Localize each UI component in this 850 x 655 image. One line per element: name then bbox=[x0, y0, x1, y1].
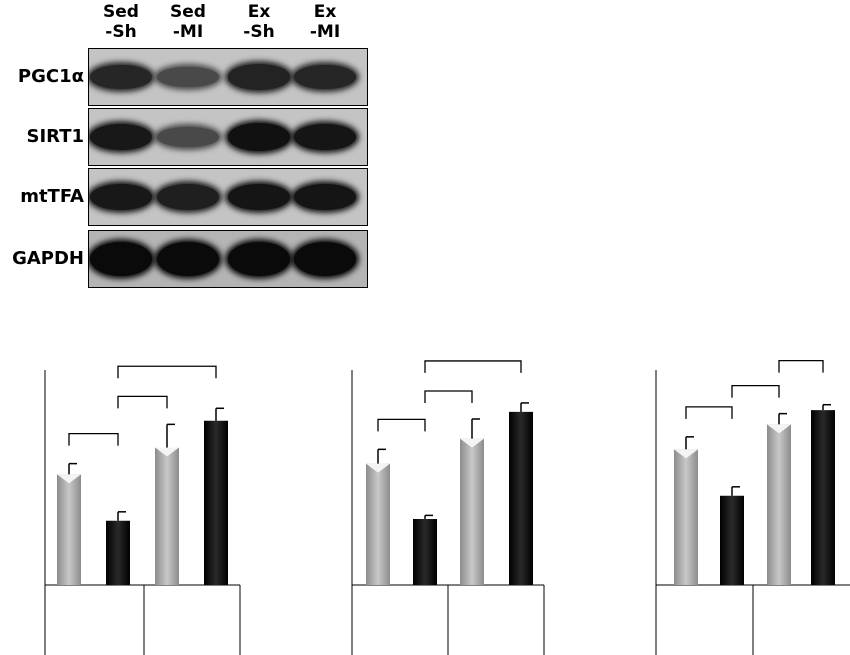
lane-label-line1: Ex bbox=[247, 2, 271, 22]
blot-panel bbox=[88, 168, 368, 226]
lane-label-line2: -Sh bbox=[243, 22, 275, 42]
significance-bracket bbox=[68, 432, 119, 446]
bar-bevel bbox=[57, 474, 81, 484]
bar bbox=[720, 495, 744, 585]
blot-band bbox=[90, 64, 152, 90]
blot-band bbox=[294, 64, 356, 90]
bar-bevel bbox=[674, 449, 698, 459]
lane-label: Ex -Sh bbox=[229, 2, 289, 42]
lane-label-line1: Ex bbox=[313, 2, 337, 22]
blot-row-label: GAPDH bbox=[12, 248, 84, 269]
blot-band bbox=[294, 183, 356, 211]
blot-band bbox=[157, 66, 219, 88]
bar bbox=[57, 474, 81, 585]
significance-bracket bbox=[117, 395, 168, 409]
significance-bracket bbox=[377, 418, 426, 432]
lane-label-line2: -MI bbox=[309, 22, 341, 42]
blot-band bbox=[90, 183, 152, 211]
significance-bracket bbox=[685, 406, 733, 419]
blot-band bbox=[228, 183, 290, 211]
bar-bevel bbox=[155, 447, 179, 457]
western-blot: Sed -Sh Sed -MI Ex -Sh Ex -MI PGC1α SIRT1 mtTFA GAP… bbox=[0, 0, 380, 300]
bar-bevel bbox=[460, 438, 484, 448]
blot-band bbox=[157, 242, 219, 276]
blot-band bbox=[90, 123, 152, 151]
bar bbox=[674, 449, 698, 585]
blot-band bbox=[157, 126, 219, 148]
blot-panel bbox=[88, 48, 368, 106]
significance-bracket bbox=[778, 359, 824, 373]
bar bbox=[811, 410, 835, 585]
bar bbox=[155, 447, 179, 585]
blot-row-label: PGC1α bbox=[17, 66, 84, 87]
blot-band bbox=[294, 123, 356, 151]
bar bbox=[106, 520, 130, 585]
blot-band bbox=[157, 184, 219, 210]
lane-label: Ex -MI bbox=[295, 2, 355, 42]
blot-band bbox=[228, 242, 290, 276]
bar bbox=[366, 463, 390, 585]
lane-label-line2: -MI bbox=[172, 22, 204, 42]
bar-bevel bbox=[767, 424, 791, 434]
blot-band bbox=[90, 242, 152, 276]
lane-label: Sed -MI bbox=[158, 2, 218, 42]
bar bbox=[204, 420, 228, 585]
bar bbox=[767, 424, 791, 585]
lane-label-line1: Sed bbox=[103, 2, 139, 22]
blot-band bbox=[228, 64, 290, 90]
blot-panel bbox=[88, 230, 368, 288]
bar bbox=[509, 411, 533, 585]
significance-bracket bbox=[424, 360, 522, 373]
blot-panel bbox=[88, 108, 368, 166]
lane-label: Sed -Sh bbox=[91, 2, 151, 42]
significance-bracket bbox=[117, 365, 217, 379]
blot-row-label: SIRT1 bbox=[26, 126, 84, 147]
bar-bevel bbox=[366, 463, 390, 473]
significance-bracket bbox=[731, 384, 780, 398]
lane-label-line1: Sed bbox=[170, 2, 206, 22]
blot-band bbox=[294, 242, 356, 276]
bar bbox=[413, 518, 437, 585]
significance-bracket bbox=[424, 390, 473, 403]
bar bbox=[460, 438, 484, 585]
blot-row-label: mtTFA bbox=[20, 186, 84, 207]
blot-band bbox=[228, 123, 290, 151]
lane-label-line2: -Sh bbox=[105, 22, 137, 42]
